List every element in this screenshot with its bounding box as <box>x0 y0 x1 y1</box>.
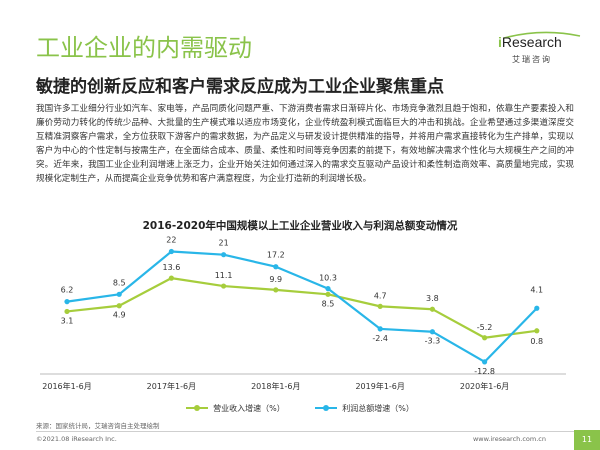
source-note: 来源：国家统计局，艾瑞咨询自主处理绘制 <box>36 422 160 430</box>
legend-label-profit: 利润总额增速（%） <box>342 403 414 413</box>
data-point-revenue <box>482 335 488 341</box>
copyright: ©2021.08 iResearch Inc. <box>36 435 117 443</box>
data-label-revenue: 4.9 <box>113 311 126 320</box>
page-title: 工业企业的内需驱动 <box>36 34 252 62</box>
x-tick-label: 2020年1-6月 <box>460 381 509 391</box>
x-tick-label: 2019年1-6月 <box>355 381 404 391</box>
legend-label-revenue: 营业收入增速（%） <box>213 403 285 413</box>
body-paragraph: 我国许多工业细分行业如汽车、家电等，产品同质化问题严重、下游消费者需求日渐碎片化… <box>36 104 574 184</box>
x-tick-label: 2016年1-6月 <box>42 381 91 391</box>
data-point-revenue <box>116 303 122 309</box>
data-point-revenue <box>325 291 331 297</box>
data-point-revenue <box>221 283 227 289</box>
x-tick-label: 2018年1-6月 <box>251 381 300 391</box>
series-line-profit <box>66 250 538 363</box>
data-label-revenue: 3.8 <box>426 294 439 303</box>
data-label-profit: 6.2 <box>61 286 74 295</box>
data-label-revenue: -5.2 <box>477 323 493 332</box>
chart-legend: 营业收入增速（%） 利润总额增速（%） <box>0 402 600 414</box>
data-point-profit <box>273 264 279 270</box>
data-label-profit: 4.1 <box>530 285 543 294</box>
data-point-profit <box>116 291 122 297</box>
data-point-profit <box>429 329 435 335</box>
data-label-revenue: 3.1 <box>61 316 74 325</box>
data-label-profit: -12.8 <box>474 367 495 376</box>
data-label-profit: 22 <box>166 236 176 245</box>
legend-item-revenue: 营业收入增速（%） <box>186 403 285 414</box>
data-point-revenue <box>64 308 70 315</box>
data-label-profit: -3.3 <box>425 337 441 346</box>
data-point-profit <box>64 299 70 305</box>
iresearch-logo: iResearch 艾瑞咨询 <box>498 30 582 70</box>
data-label-profit: -2.4 <box>372 334 388 343</box>
data-point-revenue <box>273 287 279 293</box>
website-url: www.iresearch.com.cn <box>472 435 546 443</box>
data-point-revenue <box>429 306 435 312</box>
legend-swatch-profit <box>315 405 338 411</box>
series-line-revenue <box>66 277 537 339</box>
data-label-profit: 17.2 <box>267 251 285 260</box>
x-tick-label: 2017年1-6月 <box>147 381 196 391</box>
data-label-profit: 8.5 <box>113 278 126 287</box>
data-label-revenue: 13.6 <box>162 263 180 272</box>
data-label-revenue: 4.7 <box>374 291 387 300</box>
footer-divider <box>36 431 574 432</box>
legend-swatch-revenue <box>186 405 209 411</box>
logo-subtitle: 艾瑞咨询 <box>512 55 552 64</box>
data-point-profit <box>221 252 227 258</box>
page-subtitle: 敏捷的创新反应和客户需求反应成为工业企业聚焦重点 <box>36 77 444 97</box>
data-point-revenue <box>168 275 174 281</box>
data-point-profit <box>168 248 174 255</box>
data-label-profit: 21 <box>219 239 229 248</box>
data-point-profit <box>534 305 540 311</box>
data-point-revenue <box>377 303 383 309</box>
legend-item-profit: 利润总额增速（%） <box>315 403 414 414</box>
page-number: 11 <box>574 430 600 450</box>
data-point-revenue <box>534 328 540 334</box>
data-label-revenue: 11.1 <box>215 271 233 280</box>
data-label-revenue: 8.5 <box>322 299 335 308</box>
data-label-profit: 10.3 <box>319 274 337 283</box>
data-point-profit <box>377 326 383 332</box>
data-label-revenue: 9.9 <box>269 275 282 284</box>
data-point-profit <box>482 359 488 365</box>
chart-title: 2016-2020年中国规模以上工业企业营业收入与利润总额变动情况 <box>142 220 458 232</box>
data-point-profit <box>325 286 331 292</box>
logo-wordmark: iResearch <box>498 34 562 50</box>
data-label-revenue: 0.8 <box>530 337 543 346</box>
logo-swoosh-icon <box>503 31 581 39</box>
